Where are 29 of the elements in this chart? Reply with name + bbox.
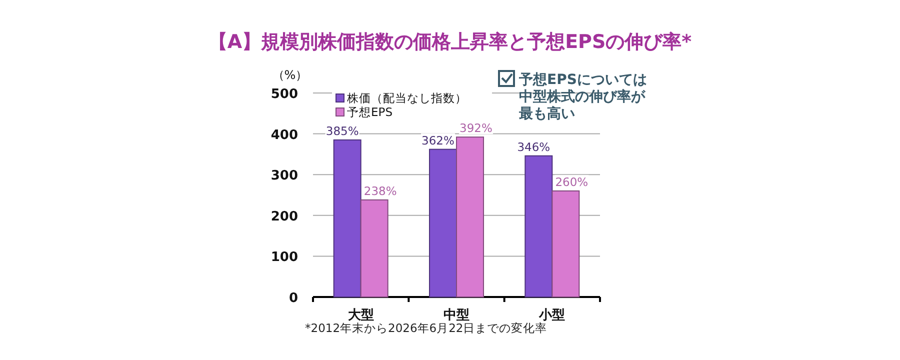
y-tick-label: 300 (270, 168, 298, 184)
data-label: 385% (326, 124, 359, 138)
y-tick-label: 200 (270, 209, 298, 224)
data-label: 346% (517, 140, 550, 154)
data-label: 362% (422, 133, 455, 148)
bar (524, 155, 553, 298)
bar (429, 148, 457, 298)
y-tick-label: 400 (270, 128, 298, 143)
text: *2012年末から2026年6月22日までの変化率 (305, 321, 548, 335)
x-tick-label: 中型 (444, 308, 470, 323)
annotation: 最も高い (518, 105, 575, 122)
bar (360, 199, 388, 298)
bar (552, 190, 580, 298)
legend-label: 予想EPS (347, 105, 393, 119)
data-label: 392% (460, 121, 493, 136)
y-tick-label: 500 (270, 87, 298, 102)
x-tick-label: 小型 (538, 308, 566, 323)
text: 予想EPSについては (518, 72, 647, 88)
legend-label: 株価（配当なし指数） (346, 91, 467, 105)
chart-title: 【A】規模別株価指数の価格上昇率と予想EPSの伸び率* (208, 31, 692, 53)
y-axis-title: （%） (272, 68, 308, 82)
data-label: 260% (555, 174, 588, 189)
bar (456, 136, 484, 298)
x-tick-label: 大型 (348, 308, 374, 323)
bar (333, 139, 362, 298)
data-label: 238% (364, 184, 397, 198)
y-tick-label: 100 (270, 250, 298, 266)
annotation: 中型株式の伸び率が (519, 88, 646, 105)
y-tick-label: 0 (288, 291, 298, 306)
